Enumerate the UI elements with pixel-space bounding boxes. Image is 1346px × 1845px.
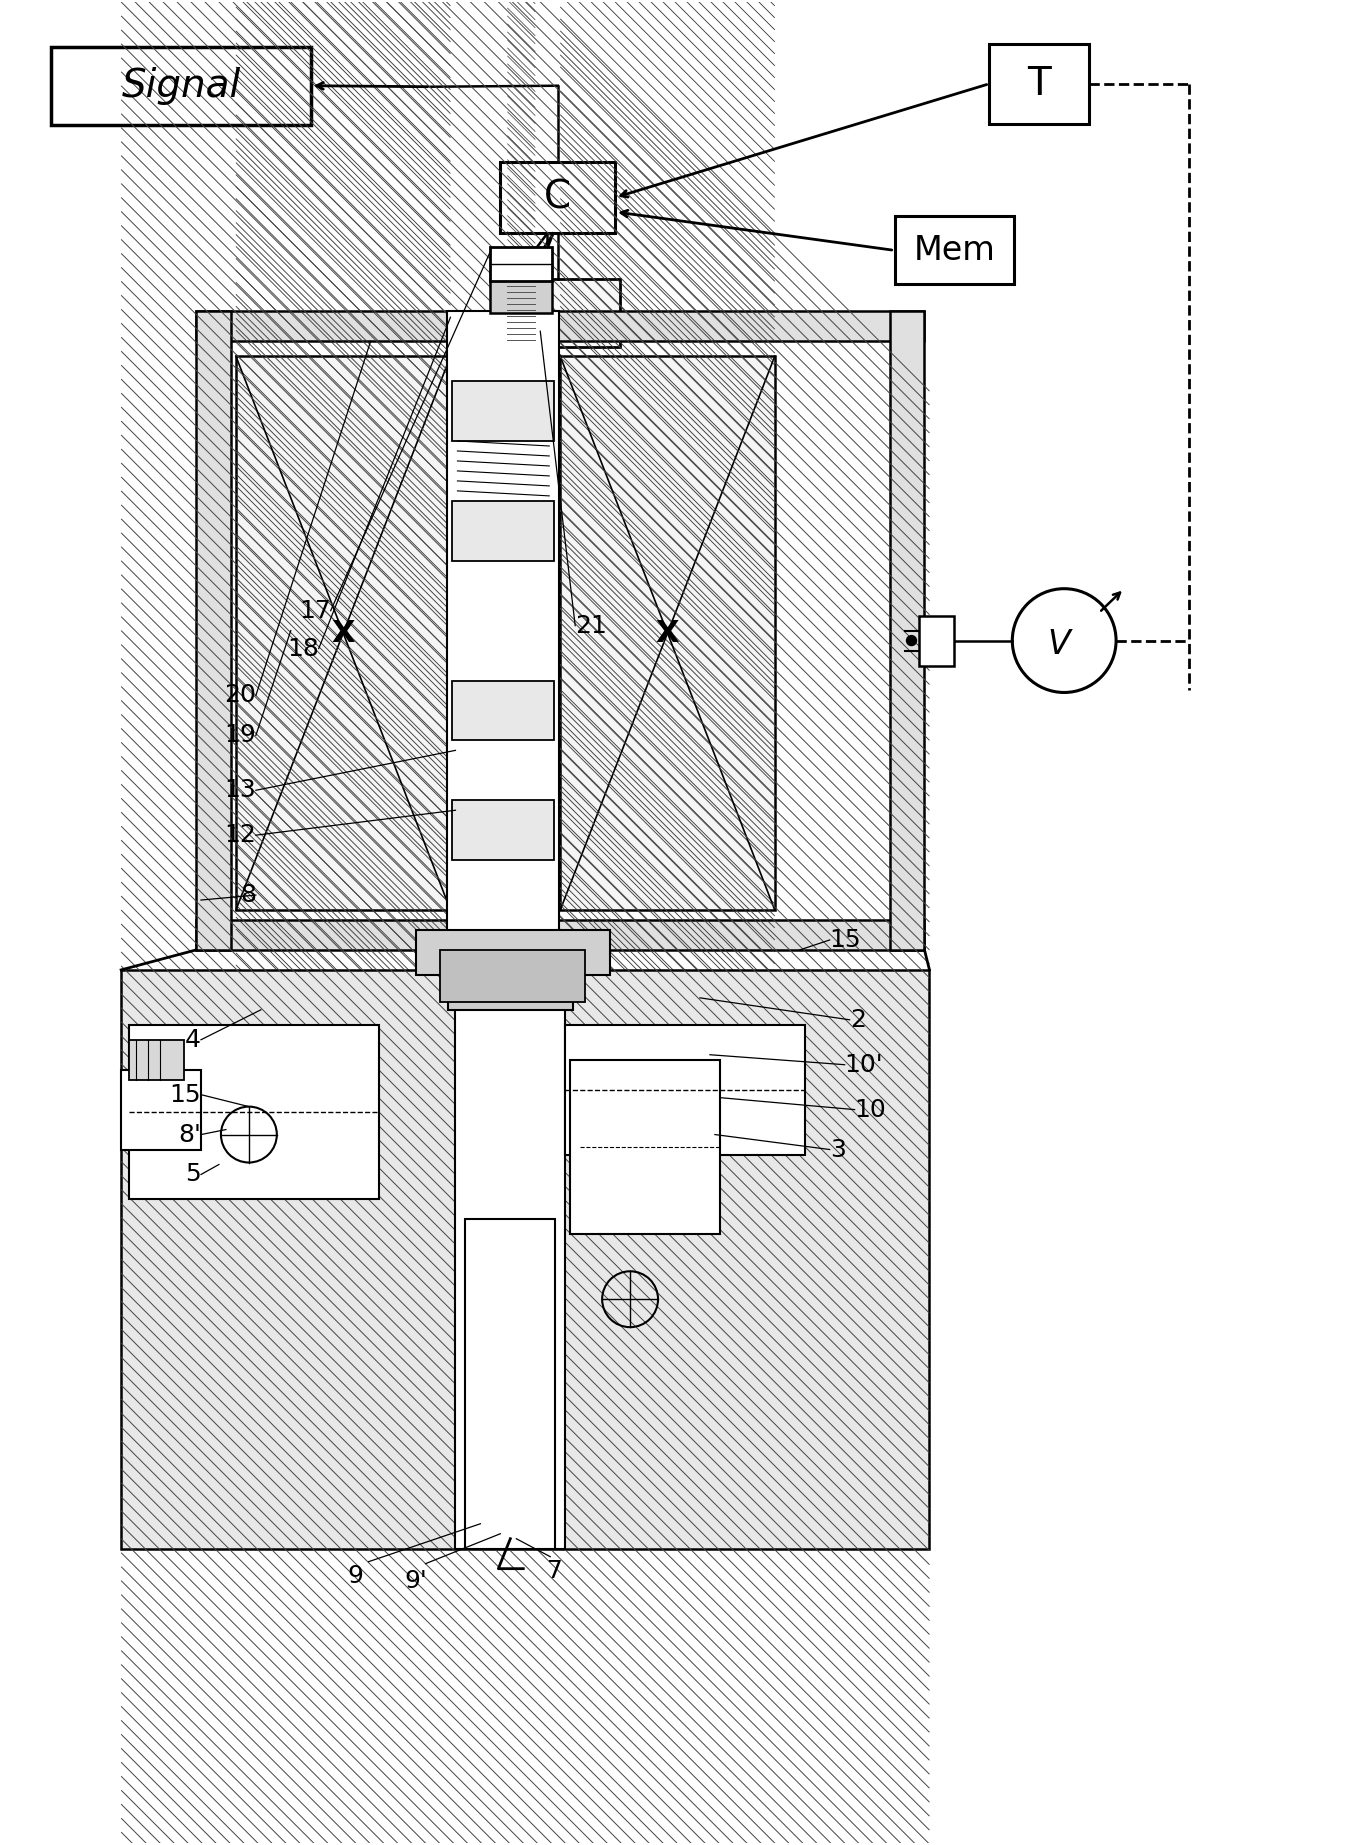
Bar: [507, 292, 536, 1129]
Bar: [530, 279, 621, 347]
Bar: [236, 356, 451, 910]
Bar: [565, 1024, 805, 1155]
Bar: [129, 1041, 184, 1079]
Bar: [416, 930, 610, 974]
Bar: [440, 950, 586, 1002]
Bar: [452, 382, 555, 441]
Text: 4: 4: [184, 1028, 201, 1052]
Text: T: T: [1027, 65, 1051, 103]
Text: 3: 3: [829, 1138, 845, 1162]
Text: 17: 17: [299, 598, 331, 622]
Text: X: X: [331, 618, 355, 648]
Text: 15: 15: [829, 928, 861, 952]
Text: V: V: [1047, 627, 1070, 661]
Circle shape: [906, 635, 917, 646]
Bar: [919, 616, 954, 666]
Text: Signal: Signal: [121, 66, 241, 105]
Bar: [121, 1070, 201, 1149]
Text: X: X: [656, 618, 680, 648]
Bar: [448, 969, 573, 1009]
Bar: [197, 312, 232, 950]
Bar: [490, 247, 552, 280]
Bar: [989, 44, 1089, 124]
Bar: [447, 312, 559, 950]
Text: C: C: [544, 179, 571, 216]
Bar: [466, 1220, 556, 1548]
Bar: [501, 162, 615, 234]
Text: 8: 8: [240, 884, 256, 908]
Text: 10': 10': [845, 1053, 883, 1077]
Bar: [129, 1024, 378, 1199]
Bar: [560, 356, 775, 910]
Bar: [452, 681, 555, 740]
Bar: [490, 279, 552, 314]
Bar: [197, 921, 925, 950]
Text: 20: 20: [223, 683, 256, 707]
Bar: [452, 801, 555, 860]
Text: 9': 9': [404, 1568, 427, 1592]
Text: 21: 21: [575, 614, 607, 638]
Bar: [571, 1059, 720, 1234]
Bar: [121, 970, 930, 1548]
Bar: [455, 970, 565, 1548]
Bar: [51, 46, 311, 125]
Text: Mem: Mem: [914, 234, 995, 268]
Text: 8': 8': [178, 1122, 201, 1146]
Text: 13: 13: [225, 779, 256, 803]
Text: 9: 9: [347, 1565, 363, 1589]
Text: 12: 12: [223, 823, 256, 847]
Bar: [452, 500, 555, 561]
Bar: [890, 312, 925, 950]
Text: 7: 7: [548, 1559, 563, 1583]
Text: 15: 15: [170, 1083, 201, 1107]
Text: 10: 10: [855, 1098, 887, 1122]
Text: 2: 2: [849, 1007, 865, 1031]
Text: 5: 5: [186, 1162, 201, 1186]
Text: 19: 19: [225, 723, 256, 747]
Text: 18: 18: [287, 637, 319, 661]
Bar: [895, 216, 1015, 284]
Bar: [197, 312, 925, 341]
